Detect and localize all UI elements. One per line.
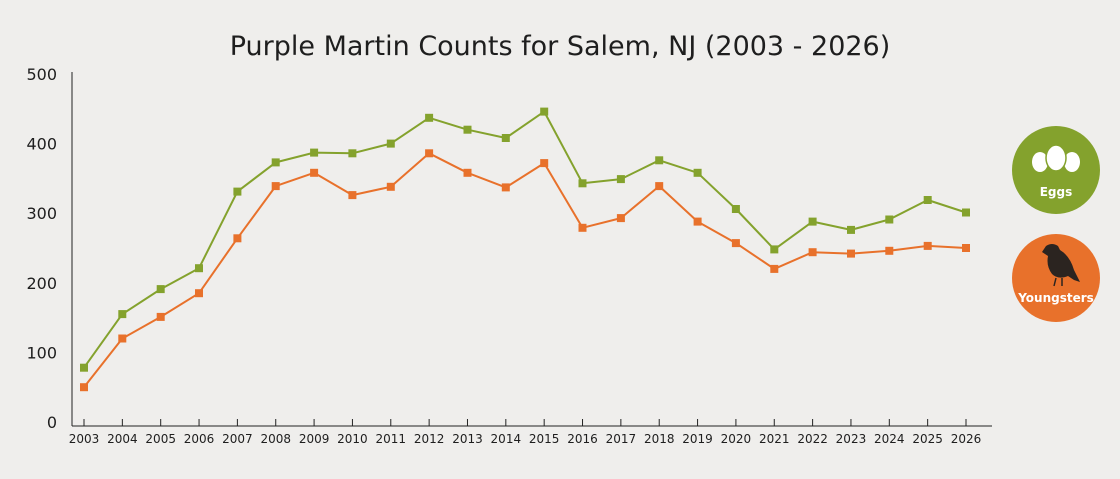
data-point-eggs — [616, 175, 625, 184]
data-point-youngsters — [885, 246, 894, 255]
series-youngsters — [80, 149, 970, 392]
x-tick-label: 2026 — [951, 432, 982, 446]
data-point-eggs — [80, 363, 88, 372]
y-axis: 0 100 200 300 400 500 — [26, 65, 73, 432]
data-point-eggs — [271, 158, 280, 167]
x-tick-label: 2013 — [452, 432, 483, 446]
data-point-eggs — [885, 215, 894, 224]
data-point-eggs — [348, 149, 357, 158]
x-tick-label: 2009 — [299, 432, 330, 446]
data-point-youngsters — [540, 159, 549, 168]
data-point-youngsters — [847, 249, 855, 258]
data-point-youngsters — [310, 168, 319, 177]
legend-eggs-label: Eggs — [1040, 185, 1073, 199]
data-point-youngsters — [808, 248, 817, 257]
data-point-youngsters — [616, 214, 625, 223]
data-point-youngsters — [578, 223, 587, 232]
data-point-youngsters — [386, 182, 395, 191]
x-tick-label: 2018 — [644, 432, 675, 446]
x-tick-label: 2006 — [184, 432, 215, 446]
y-tick-label: 100 — [26, 343, 57, 362]
data-point-eggs — [118, 310, 127, 319]
data-point-eggs — [923, 196, 932, 204]
data-point-youngsters — [501, 183, 510, 192]
x-tick-label: 2008 — [260, 432, 291, 446]
data-point-youngsters — [962, 244, 970, 252]
data-point-eggs — [463, 125, 472, 134]
data-point-youngsters — [271, 182, 280, 191]
chart-title: Purple Martin Counts for Salem, NJ (2003… — [230, 31, 891, 62]
data-point-eggs — [693, 168, 702, 177]
data-point-eggs — [233, 187, 242, 196]
x-tick-label: 2020 — [721, 432, 752, 446]
x-tick-label: 2017 — [606, 432, 637, 446]
data-point-eggs — [195, 264, 203, 273]
data-point-eggs — [540, 107, 549, 116]
y-tick-label: 0 — [47, 413, 57, 432]
x-tick-labels: 2003 2004 2005 2006 2007 2008 2009 2010 2011 2012… — [69, 432, 982, 446]
data-point-eggs — [156, 285, 165, 294]
data-point-eggs — [425, 113, 434, 122]
data-point-youngsters — [118, 334, 127, 343]
x-tick-label: 2007 — [222, 432, 253, 446]
data-point-youngsters — [770, 264, 779, 273]
data-point-eggs — [655, 156, 664, 165]
series-layer — [80, 107, 970, 392]
series-line-youngsters — [83, 152, 967, 388]
eggs-icon — [1032, 144, 1080, 172]
series-eggs — [80, 107, 970, 372]
x-tick-label: 2016 — [567, 432, 598, 446]
x-tick-label: 2023 — [836, 432, 867, 446]
legend-eggs: Eggs — [1012, 126, 1100, 214]
data-point-youngsters — [156, 312, 165, 321]
x-tick-label: 2010 — [337, 432, 368, 446]
data-point-youngsters — [80, 383, 88, 392]
legend: Eggs Youngsters — [1012, 126, 1100, 322]
x-tick-label: 2025 — [912, 432, 943, 446]
y-tick-label: 500 — [26, 65, 57, 84]
y-tick-label: 400 — [26, 135, 57, 154]
data-point-youngsters — [731, 239, 740, 248]
data-point-eggs — [501, 134, 510, 142]
x-tick-label: 2005 — [145, 432, 176, 446]
x-tick-label: 2003 — [69, 432, 100, 446]
x-tick-label: 2004 — [107, 432, 138, 446]
x-tick-label: 2024 — [874, 432, 905, 446]
x-tick-label: 2015 — [529, 432, 560, 446]
data-point-youngsters — [425, 149, 434, 158]
legend-youngsters: Youngsters — [1012, 234, 1100, 322]
data-point-eggs — [808, 217, 817, 226]
x-tick-label: 2014 — [491, 432, 522, 446]
data-point-eggs — [770, 245, 779, 254]
x-tick-label: 2012 — [414, 432, 445, 446]
data-point-youngsters — [348, 191, 357, 200]
data-point-youngsters — [233, 234, 242, 243]
x-tick-label: 2019 — [682, 432, 713, 446]
x-tick-label: 2011 — [376, 432, 407, 446]
y-tick-label: 300 — [26, 204, 57, 223]
x-tick-label: 2022 — [797, 432, 828, 446]
series-line-eggs — [83, 110, 967, 369]
data-point-eggs — [847, 225, 855, 234]
data-point-youngsters — [463, 168, 472, 177]
x-axis: 2003 2004 2005 2006 2007 2008 2009 2010 2011 2012… — [69, 419, 992, 446]
legend-youngsters-label: Youngsters — [1017, 291, 1094, 305]
data-point-eggs — [578, 179, 587, 188]
data-point-youngsters — [923, 241, 932, 250]
bird-icon — [1042, 244, 1080, 287]
x-tick-label: 2021 — [759, 432, 790, 446]
data-point-youngsters — [693, 217, 702, 226]
data-point-youngsters — [655, 182, 664, 191]
y-tick-labels: 0 100 200 300 400 500 — [26, 65, 57, 432]
data-point-eggs — [731, 205, 740, 213]
data-point-eggs — [386, 139, 395, 148]
data-point-eggs — [310, 148, 319, 157]
data-point-eggs — [962, 208, 970, 217]
data-point-youngsters — [195, 289, 203, 298]
x-tick-marks — [83, 419, 967, 426]
y-tick-label: 200 — [26, 274, 57, 293]
